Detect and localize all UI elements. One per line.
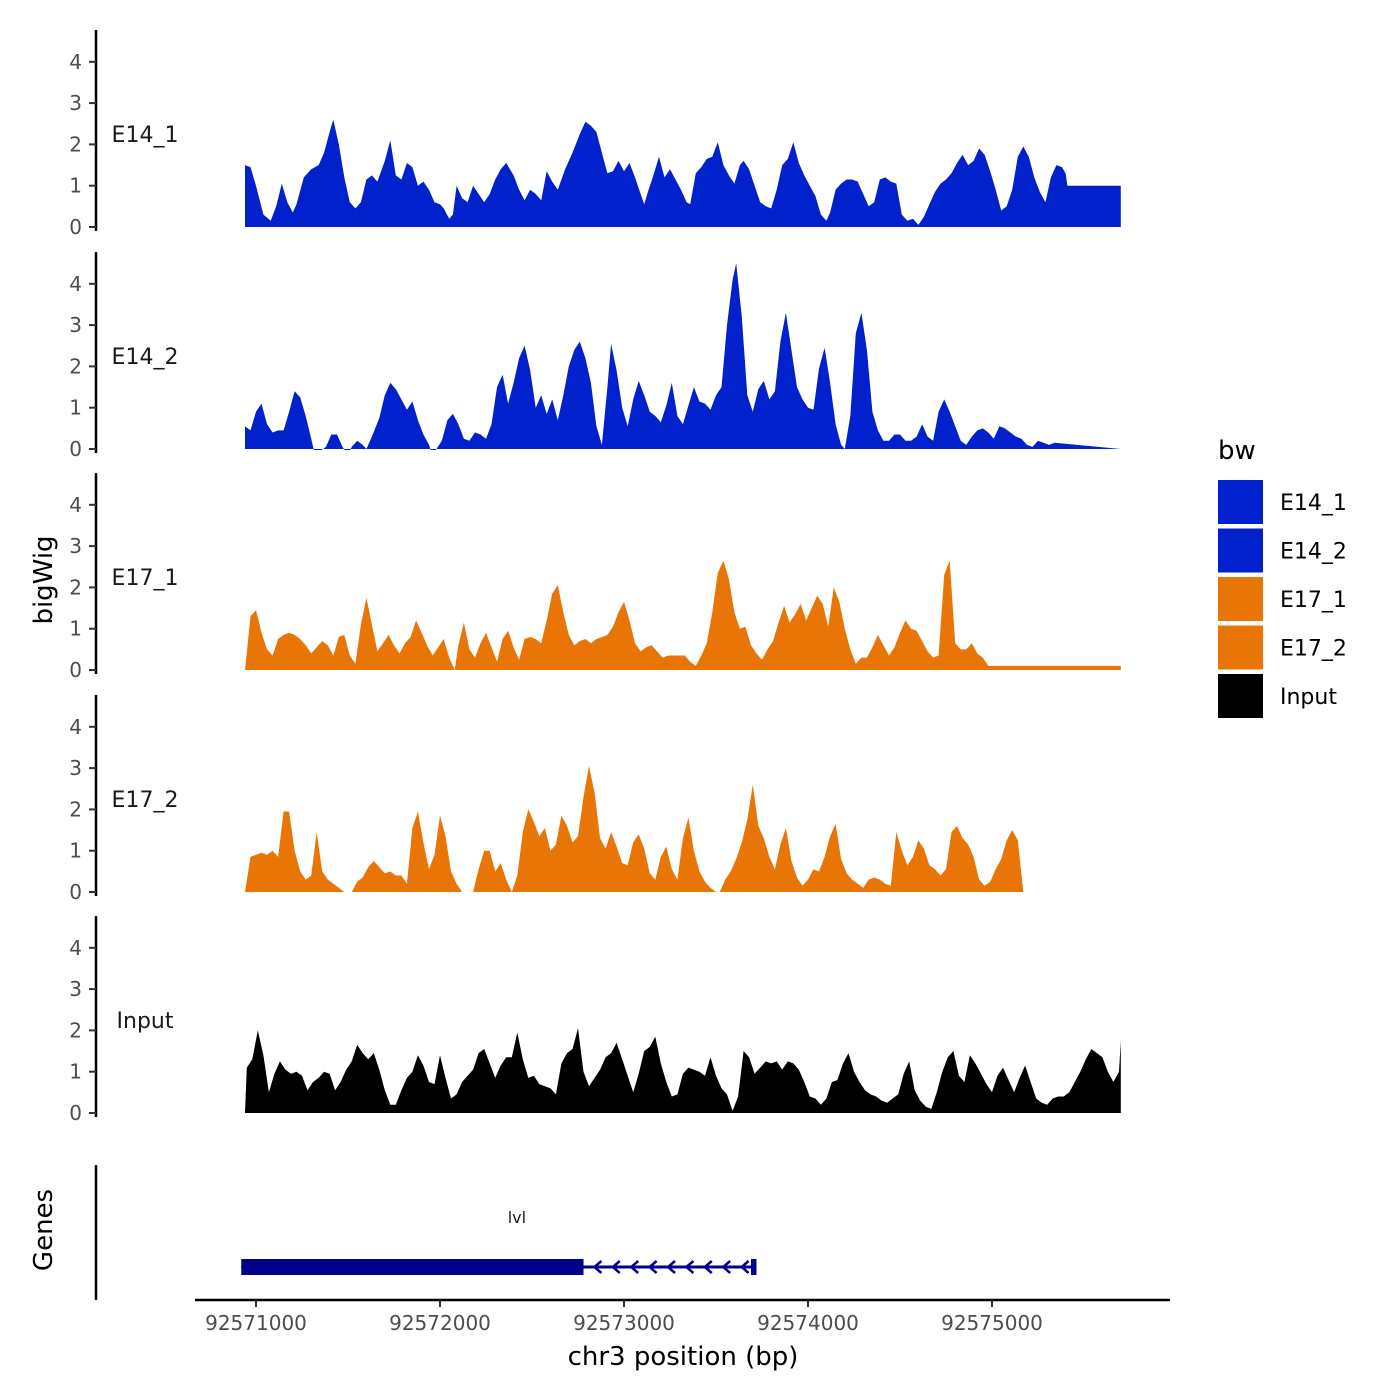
strand-arrow-icon: [592, 1260, 603, 1274]
legend-key-e14-2: [1218, 528, 1263, 573]
legend-label: E14_1: [1280, 491, 1347, 516]
y-tick-label: 1: [69, 839, 82, 863]
strand-arrow-icon: [684, 1260, 695, 1274]
y-tick-label: 2: [69, 575, 82, 599]
coverage-area-e17-2: [245, 766, 1121, 892]
coverage-area-e14-1: [245, 119, 1121, 227]
x-tick-label: 92572000: [389, 1311, 491, 1335]
y-tick-label: 4: [69, 936, 82, 960]
y-tick-label: 4: [69, 493, 82, 517]
y-tick-label: 1: [69, 617, 82, 641]
strand-arrow-icon: [702, 1260, 713, 1274]
track-e14-2: 0 1 2 3 4 E14_2: [69, 252, 1121, 461]
legend-label: E14_2: [1280, 540, 1347, 565]
y-tick-label: 2: [69, 1018, 82, 1042]
y-tick-label: 2: [69, 354, 82, 378]
y-tick-label: 1: [69, 396, 82, 420]
track-label: Input: [117, 1009, 174, 1034]
y-tick-label: 3: [69, 756, 82, 780]
gene-exon-block: [750, 1259, 757, 1275]
track-e17-2: 0 1 2 3 4 E17_2: [69, 695, 1121, 904]
legend: bw E14_1 E14_2 E17_1 E17_2 Input: [1218, 436, 1347, 718]
track-label: E14_2: [112, 345, 179, 370]
track-e14-1: 0 1 2 3 4 E14_1: [69, 30, 1121, 239]
gene-track: Genes lvl: [29, 1165, 757, 1300]
y-tick-label: 0: [69, 880, 82, 904]
x-tick-label: 92575000: [941, 1311, 1043, 1335]
coverage-area-input: [245, 1028, 1121, 1113]
strand-arrow-icon: [739, 1260, 750, 1274]
y-tick-label: 3: [69, 91, 82, 115]
track-label: E14_1: [112, 123, 179, 148]
y-tick-label: 1: [69, 174, 82, 198]
gene-name-label: lvl: [508, 1208, 526, 1227]
y-tick-label: 3: [69, 977, 82, 1001]
y-tick-label: 4: [69, 50, 82, 74]
gene-exon-block: [241, 1259, 584, 1275]
track-input: 0 1 2 3 4 Input: [69, 916, 1121, 1125]
y-tick-label: 3: [69, 534, 82, 558]
y-tick-label: 4: [69, 272, 82, 296]
x-axis-title: chr3 position (bp): [568, 1342, 799, 1372]
x-tick-label: 92574000: [757, 1311, 859, 1335]
x-tick-label: 92571000: [205, 1311, 307, 1335]
strand-arrow-icon: [629, 1260, 640, 1274]
y-tick-label: 1: [69, 1060, 82, 1084]
legend-label: E17_2: [1280, 637, 1347, 662]
y-axis-title: bigWig: [29, 535, 59, 624]
coverage-area-e17-1: [245, 560, 1121, 670]
y-tick-label: 0: [69, 215, 82, 239]
y-tick-label: 0: [69, 437, 82, 461]
coverage-tracks: 0 1 2 3 4 E14_1 0 1 2 3 4 E14_2 0 1 2 3 4 E17_1 0 1 2 3 4 E17_2…: [69, 30, 1121, 1125]
track-e17-1: 0 1 2 3 4 E17_1: [69, 473, 1121, 682]
y-tick-label: 2: [69, 797, 82, 821]
strand-arrow-icon: [647, 1260, 658, 1274]
legend-label: E17_1: [1280, 588, 1347, 613]
legend-key-e17-2: [1218, 625, 1263, 670]
gene-model-lvl: lvl: [241, 1208, 757, 1275]
y-tick-label: 4: [69, 715, 82, 739]
track-label: E17_1: [112, 566, 179, 591]
track-label: E17_2: [112, 788, 179, 813]
x-axis: 92571000 92572000 92573000 92574000 92575000: [195, 1298, 1170, 1335]
legend-key-e14-1: [1218, 480, 1263, 524]
y-tick-label: 0: [69, 658, 82, 682]
legend-title: bw: [1218, 436, 1256, 466]
legend-label: Input: [1280, 685, 1337, 710]
y-tick-label: 3: [69, 313, 82, 337]
strand-arrow-icon: [610, 1260, 621, 1274]
gene-track-label: Genes: [29, 1189, 59, 1271]
legend-key-e17-1: [1218, 577, 1263, 621]
strand-arrow-icon: [721, 1260, 732, 1274]
y-tick-label: 2: [69, 132, 82, 156]
x-tick-label: 92573000: [573, 1311, 675, 1335]
coverage-area-e14-2: [245, 263, 1121, 450]
strand-arrow-icon: [666, 1260, 676, 1274]
y-tick-label: 0: [69, 1101, 82, 1125]
legend-key-input: [1218, 674, 1263, 718]
